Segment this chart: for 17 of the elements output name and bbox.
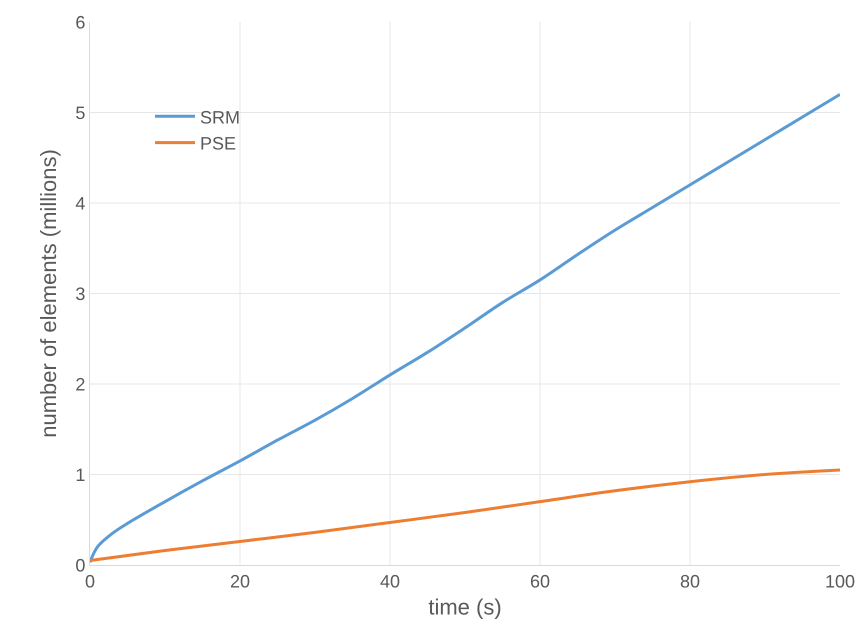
x-tick-label: 100 [824,572,856,592]
x-axis-title: time (s) [428,594,502,620]
y-tick-label: 4 [75,193,86,214]
legend-label: PSE [200,134,236,154]
legend-label: SRM [200,107,240,128]
y-tick-label: 3 [75,284,86,304]
line-series [90,468,840,562]
y-tick-label: 6 [75,12,86,32]
y-tick-label: 2 [75,374,86,394]
x-tick-label: 40 [380,572,400,592]
x-tick-label: 80 [680,572,700,592]
x-tick-label: 20 [230,572,250,592]
x-tick-label: 60 [530,572,550,592]
y-axis-title: number of elements (millions) [36,149,62,438]
y-tick-label: 0 [75,555,86,576]
y-tick-label: 1 [75,464,86,485]
y-tick-label: 5 [75,102,86,123]
